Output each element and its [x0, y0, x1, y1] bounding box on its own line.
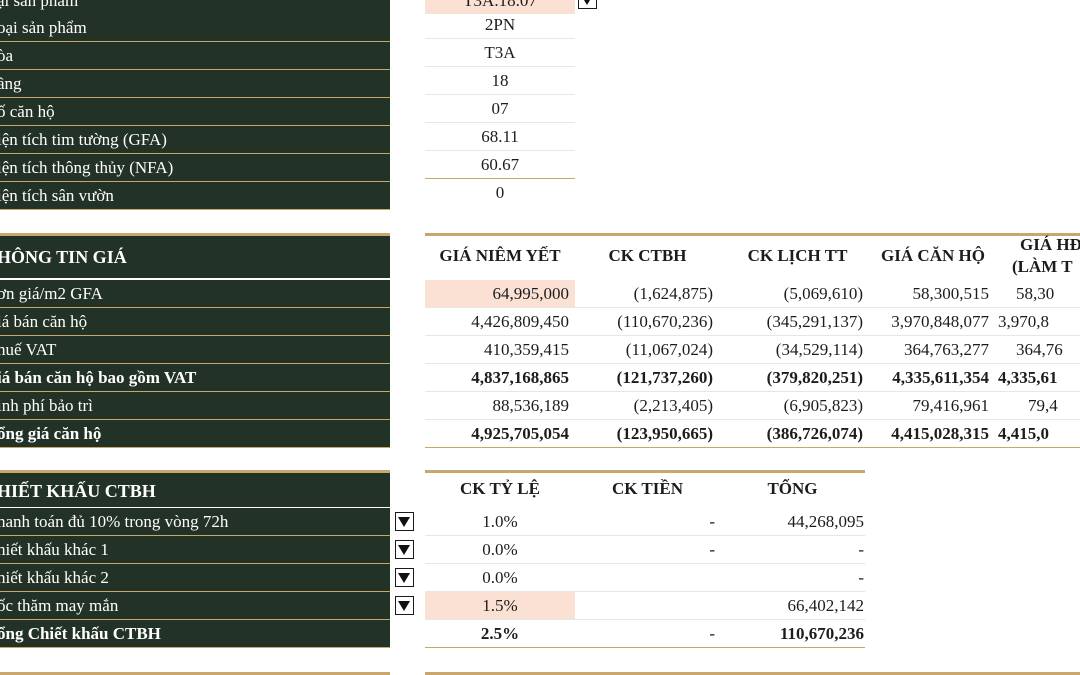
info-label-nfa: iện tích thông thủy (NFA): [0, 154, 390, 182]
discount-money-cell: [580, 564, 715, 591]
price-label-unit-price-gfa: ơn giá/m2 GFA: [0, 280, 390, 308]
price-cell: 3,970,8: [998, 312, 1049, 331]
price-cell: 58,300,515: [912, 284, 990, 303]
discount-total-cell: -: [858, 568, 864, 587]
info-label-gfa: iện tích tim tường (GFA): [0, 126, 390, 154]
info-label-unit-number: ố căn hộ: [0, 98, 390, 126]
discount-total-sum: 110,670,236: [779, 624, 864, 643]
price-cell: 3,970,848,077: [891, 312, 989, 331]
col-header-discount-total: TỔNG: [767, 479, 818, 498]
discount-total-money: -: [709, 624, 715, 643]
price-label-sale-price: iá bán căn hộ: [0, 308, 390, 336]
price-cell: 4,415,028,315: [891, 424, 989, 443]
gfa-value: 68.11: [481, 127, 519, 146]
discount-total-cell: 44,268,095: [787, 512, 865, 531]
info-label-product-code: ại sản phẩm: [0, 0, 390, 15]
price-cell: 364,763,277: [904, 340, 989, 359]
discount-money-cell: -: [709, 512, 715, 531]
price-cell: 4,426,809,450: [471, 312, 569, 331]
info-label-garden-area: iện tích sân vườn: [0, 182, 390, 210]
col-header-ck-payment-schedule: CK LỊCH TT: [747, 246, 848, 265]
info-label-product-type: oại sản phẩm: [0, 14, 390, 42]
price-cell: (121,737,260): [616, 368, 713, 387]
discount-label-lucky-draw: ốc thăm may mắn: [0, 592, 390, 620]
product-type-value: 2PN: [484, 15, 516, 34]
info-label-building: òa: [0, 42, 390, 70]
price-label-total: ổng giá căn hộ: [0, 420, 390, 448]
col-header-discount-rate: CK TỶ LỆ: [460, 479, 540, 498]
discount-label-full-payment: hanh toán đủ 10% trong vòng 72h: [0, 508, 390, 536]
discount-total-cell: 66,402,142: [787, 596, 865, 615]
price-cell: 410,359,415: [484, 340, 569, 359]
price-cell: 4,837,168,865: [471, 368, 569, 387]
price-cell: (11,067,024): [625, 340, 713, 359]
dropdown-arrow-icon[interactable]: [395, 512, 414, 531]
col-header-contract-price-sub: (LÀM T: [1012, 257, 1073, 276]
dropdown-arrow-icon[interactable]: [395, 568, 414, 587]
col-header-discount-money: CK TIỀN: [611, 479, 683, 498]
col-header-contract-price: GIÁ HĐ: [1020, 235, 1080, 254]
col-header-unit-price: GIÁ CĂN HỘ: [881, 246, 985, 265]
dropdown-arrow-icon[interactable]: [578, 0, 597, 9]
garden-area-value: 0: [495, 183, 505, 202]
next-section-top-border: [0, 672, 390, 675]
discount-money-cell: -: [709, 540, 715, 559]
price-label-sale-price-incl-vat: iá bán căn hộ bao gồm VAT: [0, 364, 390, 392]
price-label-maintenance-fee: inh phí bảo trì: [0, 392, 390, 420]
discount-label-other-2: hiết khấu khác 2: [0, 564, 390, 592]
discount-rate-cell: 0.0%: [482, 568, 518, 587]
price-cell: 4,335,61: [998, 368, 1058, 387]
unit-number-value: 07: [491, 99, 509, 118]
discount-label-total: ổng Chiết khấu CTBH: [0, 620, 390, 648]
price-cell: 4,335,611,354: [892, 368, 989, 387]
price-cell: (379,820,251): [766, 368, 863, 387]
price-cell: 58,30: [1016, 284, 1055, 303]
discount-money-cell: [580, 592, 715, 619]
price-cell: 79,4: [1028, 396, 1058, 415]
price-cell: (1,624,875): [633, 284, 713, 303]
discount-total-rate: 2.5%: [480, 624, 520, 643]
product-code-value[interactable]: T3A.18.07: [425, 0, 575, 14]
floor-value: 18: [491, 71, 509, 90]
nfa-value: 60.67: [480, 155, 520, 174]
discount-total-cell: -: [858, 540, 864, 559]
info-label-floor: ầng: [0, 70, 390, 98]
price-cell: (345,291,137): [766, 312, 863, 331]
list-price-per-m2[interactable]: 64,995,000: [425, 280, 575, 307]
price-cell: 4,415,0: [998, 424, 1049, 443]
price-label-vat: huế VAT: [0, 336, 390, 364]
price-cell: 364,76: [1016, 340, 1063, 359]
col-header-list-price: GIÁ NIÊM YẾT: [439, 246, 561, 265]
price-cell: 4,925,705,054: [471, 424, 569, 443]
discount-section-title: HIẾT KHẤU CTBH: [0, 470, 390, 507]
next-section-top-border-right: [425, 672, 1080, 675]
col-header-ck-ctbh: CK CTBH: [608, 246, 687, 265]
price-cell: (123,950,665): [616, 424, 713, 443]
discount-rate-cell: 1.0%: [482, 512, 518, 531]
dropdown-arrow-icon[interactable]: [395, 540, 414, 559]
discount-rate-input[interactable]: 1.5%: [425, 592, 575, 619]
building-value: T3A: [484, 43, 516, 62]
discount-rate-cell: 0.0%: [482, 540, 518, 559]
discount-label-other-1: hiết khấu khác 1: [0, 536, 390, 564]
price-cell: 88,536,189: [492, 396, 570, 415]
price-cell: 79,416,961: [912, 396, 990, 415]
price-cell: (5,069,610): [783, 284, 863, 303]
price-cell: (2,213,405): [633, 396, 713, 415]
price-cell: (6,905,823): [783, 396, 863, 415]
price-cell: (34,529,114): [775, 340, 863, 359]
price-cell: (386,726,074): [766, 424, 863, 443]
price-cell: (110,670,236): [617, 312, 713, 331]
dropdown-arrow-icon[interactable]: [395, 596, 414, 615]
price-section-title: HÔNG TIN GIÁ: [0, 233, 390, 278]
